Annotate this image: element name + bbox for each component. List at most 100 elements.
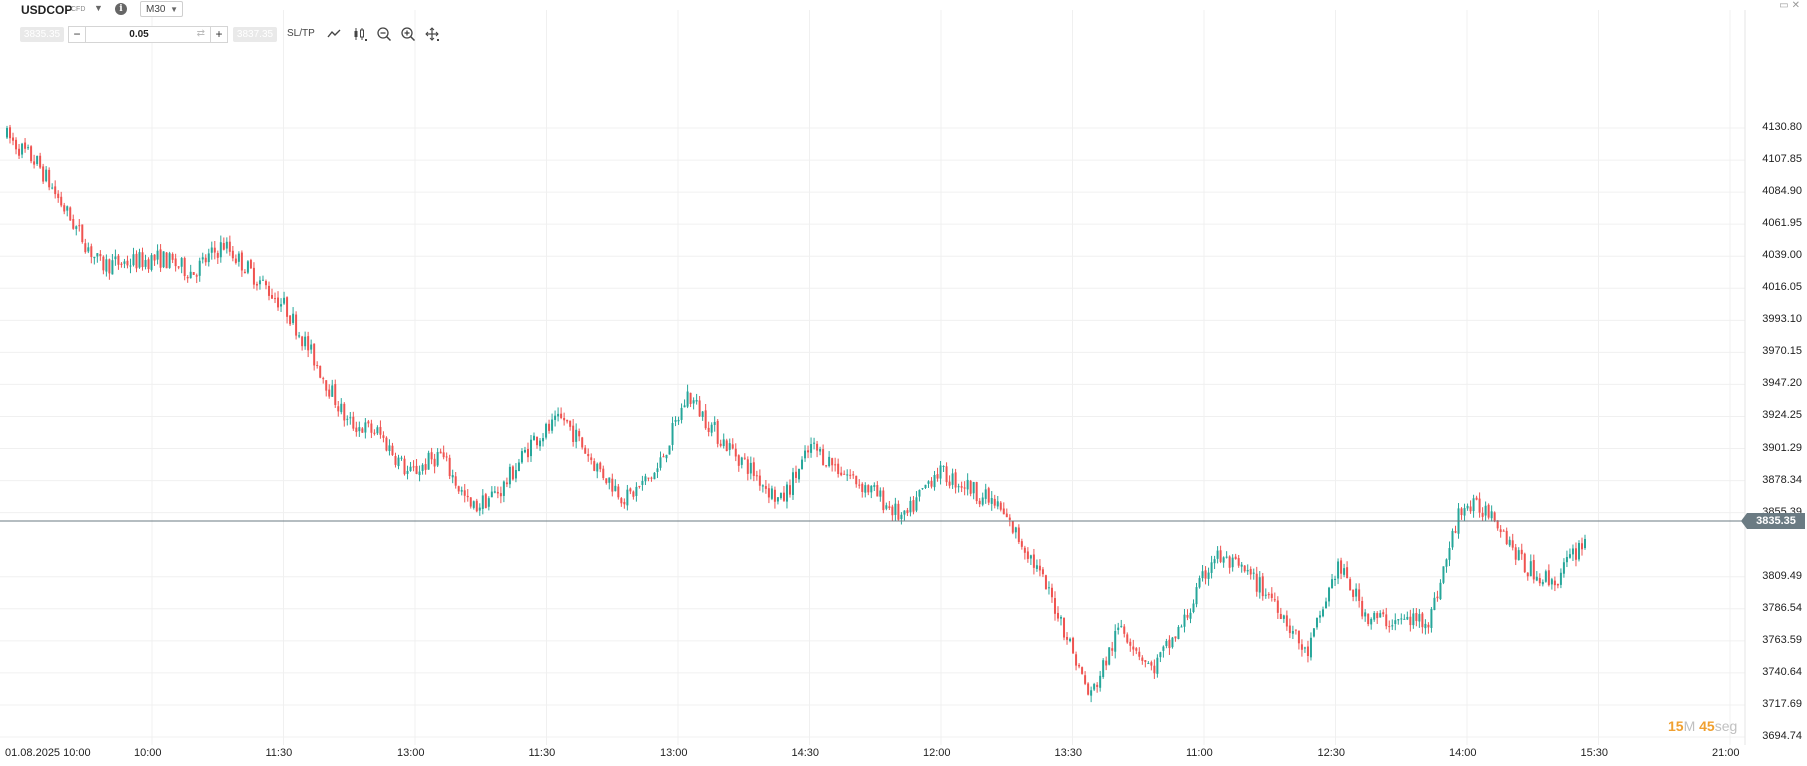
price-axis-label: 3947.20 — [1762, 377, 1802, 390]
candle-body — [258, 280, 261, 285]
candle-body — [617, 486, 620, 498]
candle-body — [370, 423, 373, 433]
candle-body — [216, 252, 219, 258]
candle-body — [788, 485, 791, 495]
candle-body — [1243, 565, 1246, 572]
candle-body — [1108, 647, 1111, 665]
window-controls[interactable]: ▭✕ — [1779, 0, 1803, 11]
candle-body — [286, 297, 289, 317]
countdown-minutes-unit: M — [1683, 718, 1696, 734]
candle-body — [1213, 559, 1216, 564]
candle-body — [177, 266, 180, 268]
candle-body — [542, 438, 545, 442]
candle-body — [659, 457, 662, 468]
candle-body — [906, 510, 909, 514]
candle-body — [168, 253, 171, 268]
candle-body — [1219, 550, 1222, 562]
candle-body — [340, 403, 343, 413]
candle-body — [430, 452, 433, 460]
candle-body — [1056, 612, 1059, 619]
candle-body — [174, 258, 177, 267]
candle-body — [1325, 601, 1328, 609]
candle-body — [436, 452, 439, 466]
quantity-value[interactable]: 0.05 — [129, 29, 149, 40]
candle-body — [773, 489, 776, 502]
candle-body — [822, 449, 825, 466]
candle-body — [629, 488, 632, 492]
candle-body — [1544, 571, 1547, 582]
candle-body — [385, 437, 388, 451]
candle-body — [620, 498, 623, 504]
candle-body — [921, 488, 924, 490]
candle-body — [183, 258, 186, 277]
timeframe-select[interactable]: M30 ▼ — [140, 1, 183, 17]
candle-body — [680, 407, 683, 420]
quantity-decrease-button[interactable]: − — [69, 27, 86, 42]
candle-body — [641, 481, 644, 485]
candle-body — [704, 410, 707, 429]
candle-body — [466, 495, 469, 498]
chevron-down-icon: ▼ — [170, 5, 178, 14]
candle-type-icon[interactable] — [352, 26, 368, 42]
sell-price-button[interactable]: 3835.35 — [20, 27, 64, 42]
line-chart-icon[interactable] — [326, 26, 342, 42]
symbol-dropdown-icon[interactable]: ▼ — [94, 3, 103, 13]
candle-body — [42, 166, 45, 182]
candle-body — [1020, 541, 1023, 547]
candle-body — [373, 432, 376, 434]
candle-body — [1002, 508, 1005, 515]
candle-body — [1451, 530, 1454, 548]
candle-body — [1078, 664, 1081, 667]
candle-body — [569, 420, 572, 427]
price-axis-label: 3717.69 — [1762, 697, 1802, 710]
candle-body — [403, 458, 406, 475]
candle-body — [1255, 573, 1258, 592]
quantity-stepper[interactable]: − 0.05 ⇄ + — [68, 26, 228, 43]
candle-body — [445, 456, 448, 458]
candle-body — [864, 485, 867, 493]
candle-body — [752, 462, 755, 476]
candle-body — [457, 486, 460, 492]
candle-body — [147, 259, 150, 270]
candle-body — [665, 454, 668, 459]
candle-body — [1186, 614, 1189, 618]
zoom-out-icon[interactable] — [376, 26, 392, 42]
candle-body — [1421, 613, 1424, 628]
candle-body — [1322, 609, 1325, 617]
candle-body — [376, 427, 379, 434]
candle-body — [1135, 648, 1138, 651]
quantity-increase-button[interactable]: + — [210, 27, 227, 42]
candle-body — [1210, 562, 1213, 573]
symbol-name[interactable]: USDCOP — [21, 3, 73, 17]
zoom-in-icon[interactable] — [400, 26, 416, 42]
buy-price-button[interactable]: 3837.35 — [233, 27, 277, 42]
candle-body — [1207, 572, 1210, 579]
candle-body — [1177, 626, 1180, 640]
candle-body — [939, 465, 942, 479]
candle-body — [1493, 512, 1496, 521]
candle-body — [813, 442, 816, 444]
swap-icon[interactable]: ⇄ — [196, 28, 205, 39]
candle-body — [966, 479, 969, 490]
candle-body — [710, 424, 713, 433]
time-axis-label: 15:30 — [1580, 747, 1609, 759]
sltp-button[interactable]: SL/TP — [287, 28, 315, 39]
candle-body — [54, 186, 57, 195]
candle-body — [1105, 660, 1108, 666]
candle-body — [638, 485, 641, 487]
candle-body — [1508, 539, 1511, 546]
candle-body — [246, 261, 249, 273]
candle-body — [1111, 648, 1114, 651]
candle-body — [204, 257, 207, 263]
candle-body — [84, 243, 87, 253]
candle-body — [192, 272, 195, 275]
crosshair-icon[interactable] — [424, 26, 440, 42]
candle-body — [563, 418, 566, 421]
time-axis-label: 13:00 — [397, 747, 425, 759]
candle-body — [1523, 553, 1526, 573]
candle-body — [520, 451, 523, 463]
info-icon[interactable]: i — [115, 3, 127, 15]
candle-body — [566, 419, 569, 422]
candle-body — [51, 187, 54, 189]
